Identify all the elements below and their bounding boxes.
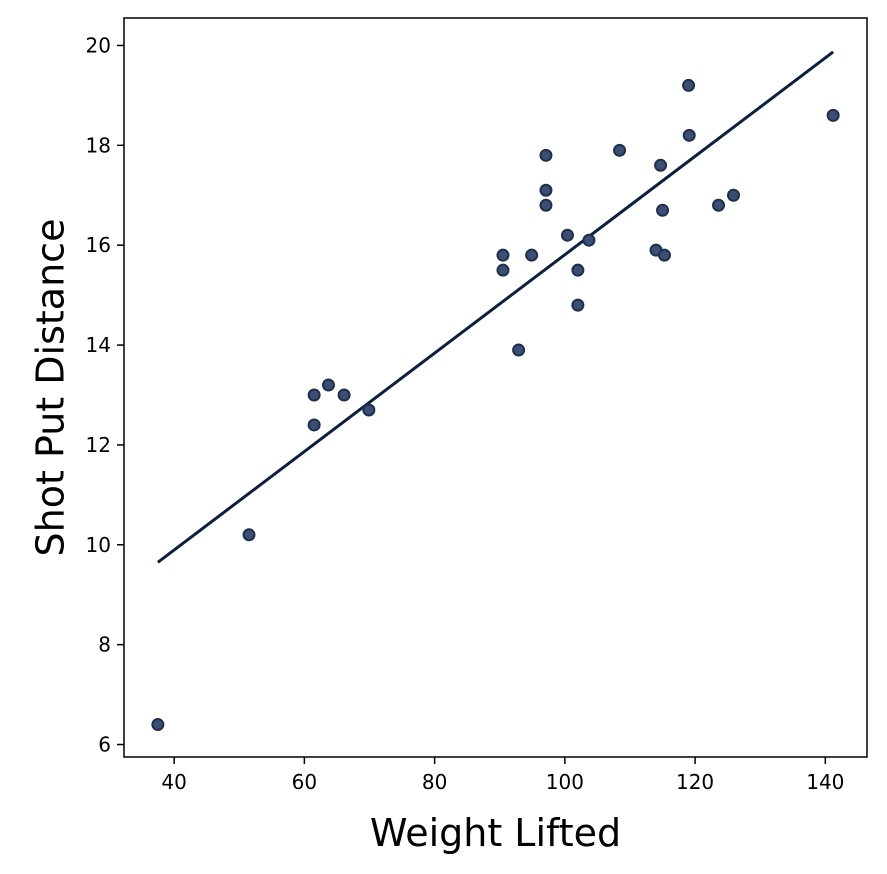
y-tick-label: 12 xyxy=(86,433,111,457)
data-point xyxy=(242,528,256,542)
regression-line xyxy=(156,50,835,564)
data-point xyxy=(712,198,726,212)
data-points-layer xyxy=(151,78,840,732)
x-axis: 40 60 80 100 120 140 xyxy=(161,757,844,794)
data-point xyxy=(654,158,668,172)
data-point xyxy=(560,228,574,242)
y-tick-label: 14 xyxy=(86,333,111,357)
data-point xyxy=(307,418,321,432)
x-tick-label: 120 xyxy=(676,770,714,794)
data-point xyxy=(613,143,627,157)
y-axis-label: Shot Put Distance xyxy=(29,219,73,557)
y-tick-label: 16 xyxy=(86,233,111,257)
data-point xyxy=(496,263,510,277)
data-point xyxy=(321,378,335,392)
y-axis: 6 8 10 12 14 16 18 20 xyxy=(86,33,124,757)
data-point xyxy=(337,388,351,402)
data-point xyxy=(539,198,553,212)
y-tick-label: 18 xyxy=(86,133,111,157)
x-tick-label: 100 xyxy=(546,770,584,794)
y-tick-label: 20 xyxy=(86,33,111,57)
x-axis-label: Weight Lifted xyxy=(370,811,621,855)
x-tick-label: 80 xyxy=(422,770,447,794)
data-point xyxy=(826,108,840,122)
data-point xyxy=(362,403,376,417)
data-point xyxy=(682,78,696,92)
data-point xyxy=(582,233,596,247)
data-point xyxy=(727,188,741,202)
data-point xyxy=(657,248,671,262)
data-point xyxy=(571,298,585,312)
plot-frame xyxy=(123,17,868,758)
data-point xyxy=(656,203,670,217)
data-point xyxy=(539,183,553,197)
x-tick-label: 60 xyxy=(292,770,317,794)
data-point xyxy=(307,388,321,402)
y-tick-label: 10 xyxy=(86,533,111,557)
data-point xyxy=(151,718,165,732)
data-point xyxy=(682,128,696,142)
data-point xyxy=(512,343,526,357)
data-point xyxy=(496,248,510,262)
y-tick-label: 8 xyxy=(98,633,111,657)
data-point xyxy=(525,248,539,262)
data-point xyxy=(571,263,585,277)
y-tick-label: 6 xyxy=(98,733,111,757)
data-point xyxy=(539,148,553,162)
regression-line-layer xyxy=(156,50,835,564)
x-tick-label: 40 xyxy=(161,770,186,794)
x-tick-label: 140 xyxy=(806,770,844,794)
